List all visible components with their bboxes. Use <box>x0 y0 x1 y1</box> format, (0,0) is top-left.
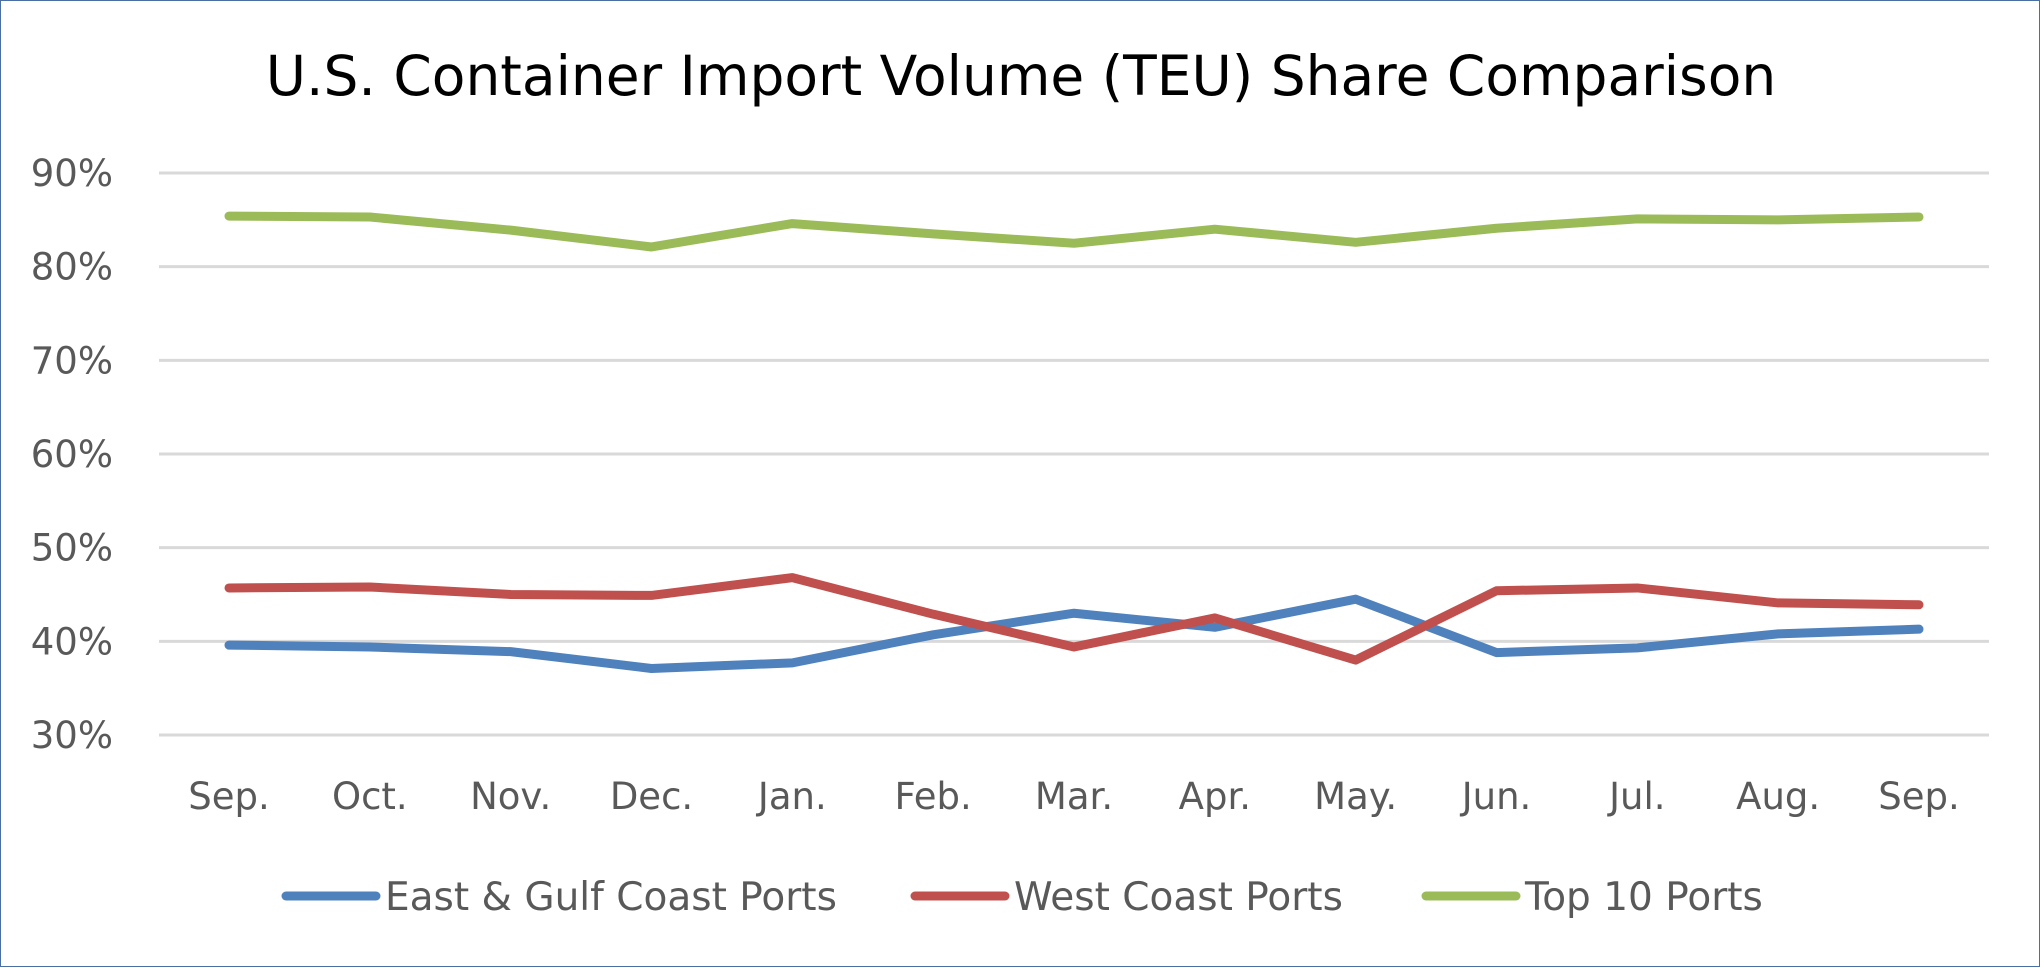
legend-label: Top 10 Ports <box>1524 875 1763 920</box>
y-tick-label: 60% <box>31 433 113 476</box>
y-tick-label: 40% <box>31 620 113 663</box>
series-line-2 <box>224 211 1924 252</box>
x-tick-label: Sep. <box>188 775 270 818</box>
y-axis-ticks: 30% 40% 50% 60% 70% 80% 90% <box>31 152 113 757</box>
x-axis-ticks: Sep. Oct. Nov. Dec. Jan. Feb. Mar. Apr. May. Jun.… <box>188 775 1960 818</box>
x-tick-label: Mar. <box>1035 775 1113 818</box>
data-point <box>1496 227 1497 229</box>
data-point <box>1918 628 1920 630</box>
data-point <box>1355 598 1357 600</box>
data-point <box>1636 587 1638 589</box>
data-point <box>510 229 512 231</box>
data-point <box>228 215 230 217</box>
data-point <box>1355 241 1357 243</box>
legend-label: East & Gulf Coast Ports <box>385 875 837 920</box>
x-tick-label: Sep. <box>1878 775 1960 818</box>
y-tick-label: 50% <box>31 527 113 570</box>
data-point <box>228 587 230 589</box>
data-point <box>1073 612 1075 614</box>
legend: East & Gulf Coast Ports West Coast Ports T… <box>281 875 1763 920</box>
data-point <box>1496 590 1497 592</box>
data-point <box>1073 646 1075 648</box>
legend-label: West Coast Ports <box>1014 875 1343 920</box>
series-lines <box>224 211 1924 673</box>
x-tick-label: Nov. <box>470 775 551 818</box>
data-point <box>369 586 371 588</box>
data-point <box>1777 602 1779 604</box>
x-tick-label: Aug. <box>1736 775 1820 818</box>
grid-lines <box>159 171 1989 737</box>
y-tick-label: 90% <box>31 152 113 195</box>
x-tick-label: Dec. <box>610 775 693 818</box>
x-tick-label: Apr. <box>1179 775 1251 818</box>
data-point <box>1918 216 1920 218</box>
x-tick-label: Feb. <box>895 775 972 818</box>
data-point <box>791 577 793 579</box>
chart-title: U.S. Container Import Volume (TEU) Share… <box>266 44 1776 108</box>
data-point <box>932 233 934 235</box>
data-point <box>1073 242 1075 244</box>
data-point <box>651 246 652 248</box>
data-point <box>1214 228 1216 230</box>
x-tick-label: May. <box>1314 775 1397 818</box>
x-tick-label: Jun. <box>1460 775 1532 818</box>
data-point <box>1496 652 1497 654</box>
data-point <box>1918 604 1920 606</box>
data-point <box>1636 647 1638 649</box>
data-point <box>369 646 371 648</box>
data-point <box>651 667 652 669</box>
data-point <box>510 594 512 595</box>
x-tick-label: Oct. <box>332 775 408 818</box>
series-line-0 <box>224 594 1924 673</box>
data-point <box>1355 659 1357 661</box>
x-tick-label: Jan. <box>756 775 827 818</box>
data-point <box>651 594 652 596</box>
data-point <box>791 223 793 225</box>
data-point <box>1214 626 1216 628</box>
data-point <box>228 644 230 646</box>
data-point <box>369 216 371 218</box>
data-point <box>1214 617 1216 619</box>
y-tick-label: 80% <box>31 246 113 289</box>
data-point <box>1636 218 1638 220</box>
data-point <box>1777 219 1779 221</box>
y-tick-label: 30% <box>31 714 113 757</box>
data-point <box>932 613 934 615</box>
y-tick-label: 70% <box>31 339 113 382</box>
x-tick-label: Jul. <box>1607 775 1665 818</box>
data-point <box>510 651 512 653</box>
data-point <box>932 634 934 636</box>
data-point <box>791 662 793 664</box>
data-point <box>1777 633 1779 635</box>
